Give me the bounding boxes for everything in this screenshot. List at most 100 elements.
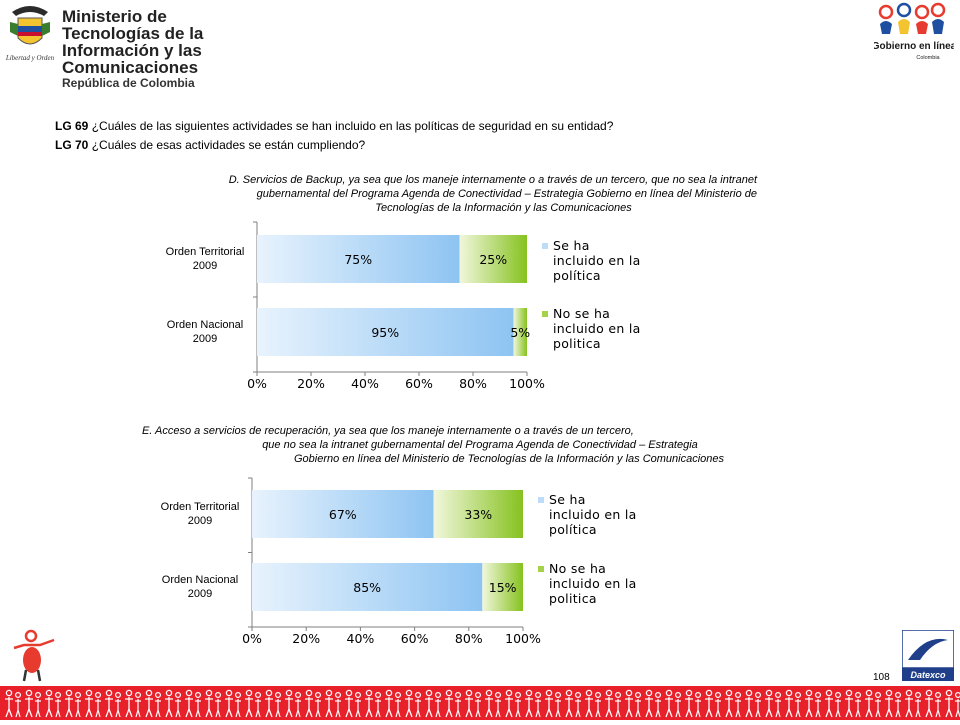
band-figure — [865, 689, 882, 718]
band-figure — [605, 689, 622, 718]
right-logo-title: Gobierno en línea — [874, 41, 954, 52]
band-figure — [925, 689, 942, 718]
band-figure — [165, 689, 182, 718]
x-tick-label: 40% — [347, 631, 375, 646]
datexco-label: Datexco — [910, 670, 946, 680]
legend-entry: politica — [553, 336, 601, 351]
data-label: 95% — [371, 325, 399, 340]
legend-entry: incluido en la — [553, 253, 641, 268]
x-tick-label: 20% — [292, 631, 320, 646]
category-label: 2009 — [188, 588, 212, 600]
band-figure — [65, 689, 82, 718]
band-figure — [645, 689, 662, 718]
legend-entry: No se ha — [549, 561, 606, 576]
chart-e-title-line3: Gobierno en línea del Ministerio de Tecn… — [293, 453, 725, 465]
question-lg69-code: LG 69 — [55, 119, 89, 133]
chart-e-title-line2: que no sea la intranet gubernamental del… — [262, 439, 698, 451]
bar-segment — [513, 308, 527, 356]
band-figure — [465, 689, 482, 718]
band-figure — [445, 689, 462, 718]
band-figure — [85, 689, 102, 718]
band-figure — [845, 689, 862, 718]
gobierno-en-linea-logo: Gobierno en línea Colombia — [872, 2, 957, 64]
band-figure — [305, 689, 322, 718]
band-figure — [745, 689, 762, 718]
band-figure — [905, 689, 922, 718]
band-figure — [705, 689, 722, 718]
page-number: 108 — [873, 672, 890, 683]
band-figure — [545, 689, 562, 718]
data-label: 33% — [464, 507, 492, 522]
band-figure — [185, 689, 202, 718]
bar-segment — [482, 563, 523, 611]
data-label: 85% — [353, 580, 381, 595]
band-figure — [665, 689, 682, 718]
legend-entry: Se ha — [553, 238, 590, 253]
band-figure — [425, 689, 442, 718]
x-tick-label: 0% — [242, 631, 262, 646]
footer-people-pattern-icon — [5, 689, 960, 718]
band-figure — [785, 689, 802, 718]
legend-entry: incluido en la — [553, 321, 641, 336]
footer-band — [0, 686, 960, 720]
gobierno-people-icon: Gobierno en línea Colombia — [872, 2, 957, 61]
right-logo-country: Colombia — [916, 55, 940, 61]
datexco-icon: Datexco — [901, 629, 955, 681]
bar-segment — [433, 490, 523, 538]
category-label: 2009 — [188, 515, 212, 527]
band-figure — [585, 689, 602, 718]
legend-swatch — [542, 243, 548, 249]
data-label: 15% — [489, 580, 517, 595]
question-lg70: LG 70 ¿Cuáles de esas actividades se est… — [55, 138, 365, 152]
band-figure — [565, 689, 582, 718]
question-lg69-text: ¿Cuáles de las siguientes actividades se… — [91, 119, 614, 133]
band-figure — [685, 689, 702, 718]
category-label: Orden Territorial — [161, 501, 240, 513]
category-label: 2009 — [193, 333, 217, 345]
data-label: 67% — [329, 507, 357, 522]
x-tick-label: 100% — [509, 376, 545, 391]
question-lg70-text: ¿Cuáles de esas actividades se están cum… — [91, 138, 366, 152]
band-figure — [105, 689, 122, 718]
data-label: 25% — [479, 252, 507, 267]
band-figure — [205, 689, 222, 718]
band-figure — [765, 689, 782, 718]
band-figure — [505, 689, 522, 718]
chart-d-title: D. Servicios de Backup, ya sea que los m… — [100, 173, 757, 215]
bar-segment — [252, 490, 434, 538]
ministry-name-line1: Ministerio de Tecnologías de la — [62, 7, 204, 43]
data-label: 5% — [510, 325, 530, 340]
band-figure — [325, 689, 342, 718]
category-label: Orden Nacional — [162, 574, 238, 586]
chart-e-title: E. Acceso a servicios de recuperación, y… — [100, 424, 800, 466]
band-figure — [825, 689, 842, 718]
x-tick-label: 60% — [405, 376, 433, 391]
chart-e: 0% 20% 40% 60% 80% 100% Orden Territorial 2009 6… — [161, 477, 637, 646]
band-figure — [885, 689, 902, 718]
band-figure — [25, 689, 42, 718]
legend-swatch — [538, 566, 544, 572]
x-tick-label: 80% — [455, 631, 483, 646]
ministry-name-line2: Información y las Comunicaciones — [62, 41, 202, 77]
ministry-logo: Libertad y Orden Ministerio de Tecnologí… — [4, 2, 244, 90]
legend-entry: Se ha — [549, 492, 586, 507]
data-label: 75% — [344, 252, 372, 267]
question-lg69: LG 69 ¿Cuáles de las siguientes activida… — [55, 119, 613, 133]
x-tick-label: 100% — [505, 631, 541, 646]
band-figure — [145, 689, 162, 718]
band-figure — [805, 689, 822, 718]
legend-swatch — [538, 497, 544, 503]
legend-entry: No se ha — [553, 306, 610, 321]
datexco-logo: Datexco — [901, 629, 955, 682]
x-tick-label: 0% — [247, 376, 267, 391]
band-figure — [385, 689, 402, 718]
legend-entry: politica — [549, 591, 597, 606]
category-label: Orden Territorial — [166, 246, 245, 258]
x-tick-label: 80% — [459, 376, 487, 391]
legend-entry: incluido en la — [549, 576, 637, 591]
category-label: Orden Nacional — [167, 319, 243, 331]
question-lg70-code: LG 70 — [55, 138, 89, 152]
x-tick-label: 40% — [351, 376, 379, 391]
band-figure — [245, 689, 262, 718]
legend-entry: incluido en la — [549, 507, 637, 522]
